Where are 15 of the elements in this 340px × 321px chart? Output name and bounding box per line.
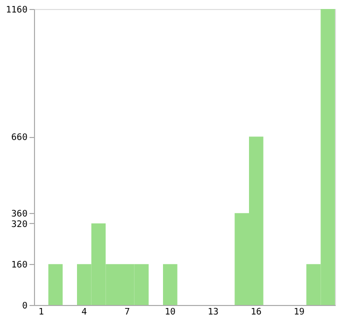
x-tick-label: 7 <box>124 308 130 318</box>
y-tick-label: 320 <box>11 220 28 230</box>
y-tick-label: 660 <box>11 133 28 144</box>
bar <box>163 264 178 305</box>
bar <box>48 264 63 305</box>
x-tick-label: 19 <box>294 308 305 318</box>
y-tick-label: 160 <box>11 260 28 271</box>
x-tick-label: 16 <box>250 308 262 318</box>
x-tick-label: 4 <box>81 308 87 318</box>
y-tick-label: 0 <box>22 302 28 312</box>
y-tick-label: 1160 <box>6 6 28 16</box>
y-tick-label: 360 <box>11 210 28 220</box>
x-tick-label: 10 <box>164 308 176 318</box>
x-tick-label: 1 <box>38 308 44 318</box>
x-tick-label: 13 <box>208 308 219 318</box>
